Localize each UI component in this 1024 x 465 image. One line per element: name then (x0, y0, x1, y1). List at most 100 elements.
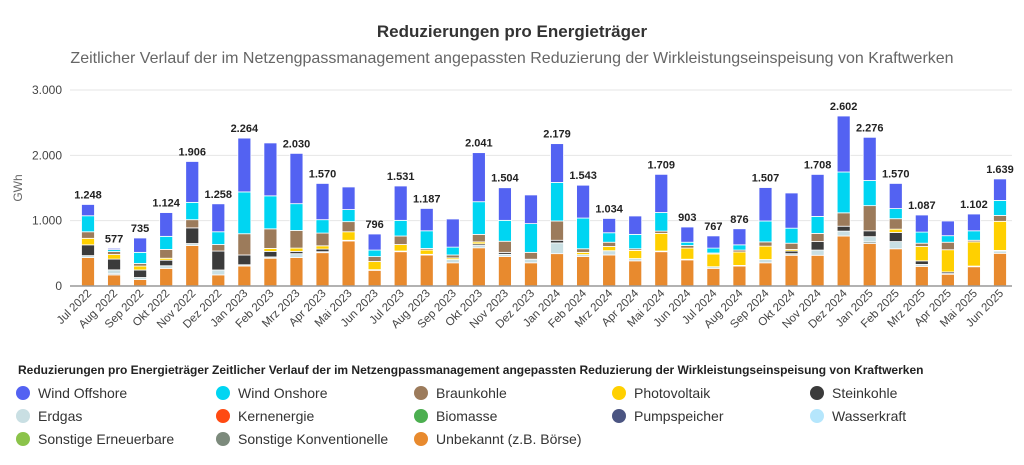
bar-segment[interactable] (732, 251, 747, 266)
bar-stack[interactable] (524, 194, 538, 287)
bar-segment[interactable] (862, 230, 877, 238)
bar-stack[interactable] (602, 218, 617, 287)
bar-segment[interactable] (341, 231, 356, 241)
bar-segment[interactable] (836, 115, 851, 173)
bar-segment[interactable] (315, 219, 330, 234)
bar-segment[interactable] (471, 233, 486, 243)
bar-segment[interactable] (81, 215, 95, 233)
bar-segment[interactable] (654, 233, 669, 252)
legend-item[interactable]: Wind Offshore (16, 383, 216, 402)
bar-segment[interactable] (784, 227, 799, 244)
bar-segment[interactable] (940, 241, 955, 251)
bar-segment[interactable] (524, 262, 538, 287)
bar-segment[interactable] (289, 247, 304, 252)
bar-segment[interactable] (419, 208, 434, 232)
bar-segment[interactable] (758, 187, 773, 222)
bar-segment[interactable] (341, 221, 356, 233)
bar-stack[interactable] (680, 226, 695, 287)
bar-stack[interactable] (967, 213, 981, 287)
bar-segment[interactable] (211, 244, 226, 252)
bar-segment[interactable] (185, 227, 200, 244)
bar-segment[interactable] (211, 231, 226, 245)
bar-segment[interactable] (393, 244, 408, 252)
bar-stack[interactable] (576, 184, 590, 287)
bar-segment[interactable] (888, 228, 903, 233)
bar-segment[interactable] (498, 240, 512, 253)
bar-segment[interactable] (237, 265, 252, 287)
bar-segment[interactable] (628, 260, 643, 287)
bar-segment[interactable] (758, 241, 773, 247)
bar-segment[interactable] (393, 235, 408, 245)
bar-segment[interactable] (654, 251, 669, 287)
bar-segment[interactable] (367, 233, 382, 251)
bar-segment[interactable] (706, 247, 721, 254)
bar-segment[interactable] (289, 253, 304, 258)
bar-segment[interactable] (159, 259, 174, 267)
bar-stack[interactable] (914, 214, 929, 287)
bar-segment[interactable] (445, 246, 460, 256)
bar-stack[interactable] (888, 183, 903, 287)
bar-segment[interactable] (680, 226, 695, 243)
bar-segment[interactable] (81, 257, 95, 287)
bar-stack[interactable] (315, 183, 330, 287)
bar-segment[interactable] (315, 245, 330, 250)
bar-segment[interactable] (211, 250, 226, 271)
bar-segment[interactable] (159, 235, 174, 250)
legend-item[interactable]: Erdgas (16, 406, 216, 425)
bar-segment[interactable] (237, 233, 252, 256)
bar-segment[interactable] (341, 209, 356, 223)
bar-segment[interactable] (524, 194, 538, 225)
bar-segment[interactable] (810, 233, 825, 242)
bar-segment[interactable] (159, 212, 174, 237)
bar-segment[interactable] (185, 219, 200, 229)
bar-segment[interactable] (289, 257, 304, 287)
bar-segment[interactable] (445, 259, 460, 264)
bar-segment[interactable] (445, 218, 460, 248)
bar-segment[interactable] (315, 183, 330, 221)
bar-segment[interactable] (888, 183, 903, 209)
bar-segment[interactable] (263, 228, 278, 249)
bar-segment[interactable] (107, 251, 121, 255)
bar-segment[interactable] (993, 220, 1007, 251)
bar-stack[interactable] (263, 142, 278, 287)
bar-segment[interactable] (107, 254, 121, 260)
bar-stack[interactable] (471, 152, 486, 287)
bar-stack[interactable] (159, 212, 174, 287)
bar-segment[interactable] (940, 249, 955, 273)
bar-segment[interactable] (706, 235, 721, 249)
bar-segment[interactable] (367, 249, 382, 257)
bar-segment[interactable] (914, 265, 929, 287)
bar-segment[interactable] (393, 185, 408, 221)
bar-segment[interactable] (185, 161, 200, 203)
bar-segment[interactable] (810, 254, 825, 287)
bar-segment[interactable] (836, 235, 851, 287)
bar-segment[interactable] (159, 249, 174, 259)
bar-segment[interactable] (680, 241, 695, 246)
bar-segment[interactable] (602, 250, 617, 256)
bar-segment[interactable] (810, 174, 825, 217)
bar-segment[interactable] (836, 230, 851, 237)
bar-segment[interactable] (419, 230, 434, 249)
bar-stack[interactable] (289, 152, 304, 287)
legend-item[interactable]: Braunkohle (414, 383, 612, 402)
bar-segment[interactable] (576, 256, 590, 287)
bar-segment[interactable] (810, 241, 825, 251)
bar-segment[interactable] (810, 216, 825, 234)
bar-stack[interactable] (628, 215, 643, 287)
bar-stack[interactable] (758, 187, 773, 287)
bar-segment[interactable] (471, 247, 486, 287)
bar-segment[interactable] (888, 248, 903, 287)
bar-stack[interactable] (654, 173, 669, 287)
bar-segment[interactable] (784, 254, 799, 287)
bar-segment[interactable] (680, 259, 695, 287)
bar-segment[interactable] (107, 274, 121, 287)
bar-segment[interactable] (133, 269, 148, 278)
bar-segment[interactable] (550, 253, 564, 287)
bar-segment[interactable] (758, 245, 773, 260)
bar-stack[interactable] (367, 233, 382, 287)
bar-segment[interactable] (862, 243, 877, 287)
bar-segment[interactable] (967, 213, 981, 232)
bar-segment[interactable] (888, 232, 903, 242)
bar-segment[interactable] (602, 232, 617, 243)
bar-stack[interactable] (341, 186, 356, 287)
